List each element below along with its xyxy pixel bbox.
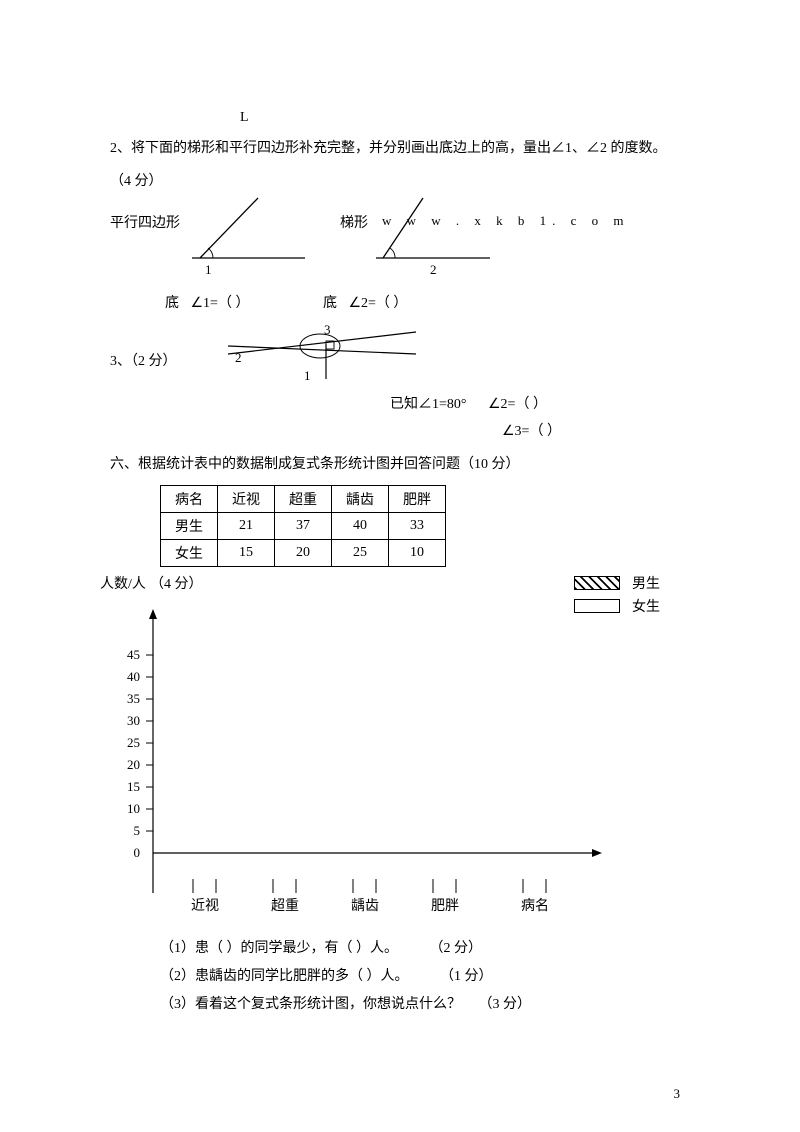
sub-questions: （1）患（ ）的同学最少，有（ ）人。 （2 分） （2）患龋齿的同学比肥胖的多… bbox=[160, 935, 690, 1019]
td: 女生 bbox=[161, 539, 218, 566]
q3-n2: 2 bbox=[235, 350, 242, 366]
cap2a: 底 bbox=[323, 292, 337, 312]
cap2b: ∠2=（ ） bbox=[348, 292, 407, 312]
svg-text:40: 40 bbox=[127, 669, 140, 684]
sub-q1-text: （1）患（ ）的同学最少，有（ ）人。 bbox=[160, 941, 398, 956]
q3-n3: 3 bbox=[324, 322, 331, 338]
sub-q2-text: （2）患龋齿的同学比肥胖的多（ ）人。 bbox=[160, 969, 409, 984]
sub-q1: （1）患（ ）的同学最少，有（ ）人。 （2 分） bbox=[160, 935, 690, 963]
th: 肥胖 bbox=[389, 485, 446, 512]
chart-points-label: （4 分） bbox=[150, 573, 203, 593]
angle1-number: 1 bbox=[205, 262, 212, 278]
th: 病名 bbox=[161, 485, 218, 512]
shapes-region: 平行四边形 1 梯形 w w w . x k b 1. c o m 2 bbox=[110, 202, 690, 292]
svg-text:近视: 近视 bbox=[191, 898, 219, 914]
l-label: L bbox=[240, 110, 690, 126]
svg-text:25: 25 bbox=[127, 735, 140, 750]
td: 男生 bbox=[161, 512, 218, 539]
legend-girl-label: 女生 bbox=[632, 596, 660, 616]
sub-q2-pts: （1 分） bbox=[440, 969, 493, 984]
angle2-number: 2 bbox=[430, 262, 437, 278]
sub-q3-pts: （3 分） bbox=[479, 997, 532, 1012]
td: 20 bbox=[275, 539, 332, 566]
td: 33 bbox=[389, 512, 446, 539]
legend-box-hatched bbox=[574, 576, 620, 590]
q6-title: 六、根据统计表中的数据制成复式条形统计图并回答问题（10 分） bbox=[110, 452, 690, 477]
svg-text:30: 30 bbox=[127, 713, 140, 728]
sub-q3: （3）看着这个复式条形统计图，你想说点什么？ （3 分） bbox=[160, 991, 690, 1019]
q3-known-line: 已知∠1=80° ∠2=（ ） bbox=[390, 392, 690, 419]
svg-text:0: 0 bbox=[134, 845, 141, 860]
th: 近视 bbox=[218, 485, 275, 512]
svg-text:45: 45 bbox=[127, 647, 140, 662]
td: 21 bbox=[218, 512, 275, 539]
legend-boys: 男生 bbox=[574, 573, 660, 593]
shape-captions: 底 ∠1=（ ） 底 ∠2=（ ） bbox=[110, 292, 690, 312]
q3-region: 3、（2 分） 2 3 1 bbox=[110, 332, 690, 392]
svg-text:肥胖: 肥胖 bbox=[431, 898, 459, 914]
td: 25 bbox=[332, 539, 389, 566]
svg-text:超重: 超重 bbox=[271, 898, 299, 914]
bar-chart-svg: 45 40 35 30 25 20 15 10 5 0 近视 超重 龋齿 肥胖 … bbox=[98, 603, 608, 923]
q3-known: 已知∠1=80° bbox=[390, 397, 467, 412]
td: 40 bbox=[332, 512, 389, 539]
q3-label: 3、（2 分） bbox=[110, 350, 177, 370]
table-header-row: 病名 近视 超重 龋齿 肥胖 bbox=[161, 485, 446, 512]
shape2-label: 梯形 bbox=[340, 212, 368, 232]
cap1a: 底 bbox=[165, 292, 179, 312]
svg-text:20: 20 bbox=[127, 757, 140, 772]
svg-text:病名: 病名 bbox=[521, 898, 549, 914]
th: 超重 bbox=[275, 485, 332, 512]
chart-area: 人数/人 （4 分） 男生 女生 bbox=[110, 573, 690, 933]
svg-text:35: 35 bbox=[127, 691, 140, 706]
svg-text:龋齿: 龋齿 bbox=[351, 898, 379, 914]
svg-text:10: 10 bbox=[127, 801, 140, 816]
th: 龋齿 bbox=[332, 485, 389, 512]
q3-diagram bbox=[220, 324, 420, 382]
legend-boy-label: 男生 bbox=[632, 573, 660, 593]
q2-points: （4 分） bbox=[110, 169, 690, 194]
svg-text:15: 15 bbox=[127, 779, 140, 794]
q2-text: 2、将下面的梯形和平行四边形补充完整，并分别画出底边上的高，量出∠1、∠2 的度… bbox=[110, 136, 690, 161]
page-number: 3 bbox=[674, 1086, 681, 1102]
q3-ans3: ∠3=（ ） bbox=[502, 424, 561, 439]
q3-ans2: ∠2=（ ） bbox=[488, 397, 547, 412]
shape1-label: 平行四边形 bbox=[110, 212, 180, 232]
td: 15 bbox=[218, 539, 275, 566]
sub-q2: （2）患龋齿的同学比肥胖的多（ ）人。 （1 分） bbox=[160, 963, 690, 991]
parallelogram-angle bbox=[180, 196, 310, 276]
td: 37 bbox=[275, 512, 332, 539]
sub-q3-text: （3）看着这个复式条形统计图，你想说点什么？ bbox=[160, 997, 461, 1012]
cap1b: ∠1=（ ） bbox=[191, 292, 250, 312]
table-row: 女生 15 20 25 10 bbox=[161, 539, 446, 566]
y-axis-title: 人数/人 bbox=[100, 573, 146, 593]
q3-ans3-line: ∠3=（ ） bbox=[390, 419, 690, 446]
q3-n1: 1 bbox=[304, 368, 311, 384]
sub-q1-pts: （2 分） bbox=[430, 941, 483, 956]
td: 10 bbox=[389, 539, 446, 566]
svg-text:5: 5 bbox=[134, 823, 141, 838]
table-row: 男生 21 37 40 33 bbox=[161, 512, 446, 539]
data-table: 病名 近视 超重 龋齿 肥胖 男生 21 37 40 33 女生 15 20 2… bbox=[160, 485, 446, 567]
